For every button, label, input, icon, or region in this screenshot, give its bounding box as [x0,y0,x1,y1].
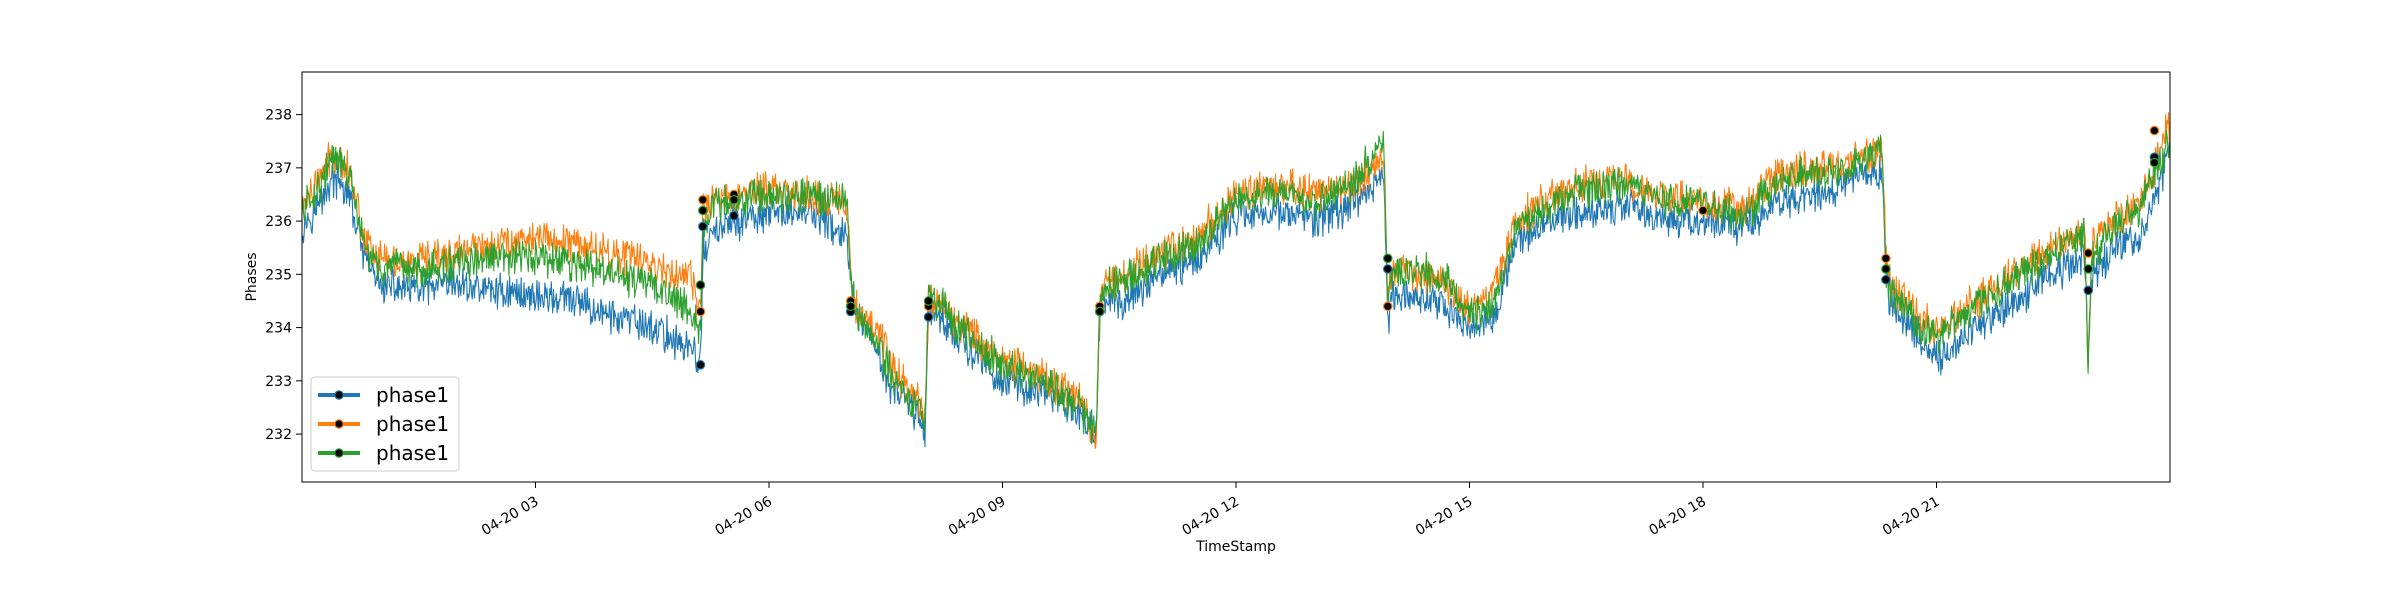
y-axis: 232 233 234 235 236 237 238 [265,108,302,443]
gap-marker-2-2 [699,196,707,204]
x-tick-label-2: 04-20 06 [712,494,775,539]
x-tick-label-6: 04-20 18 [1646,494,1709,539]
y-tick-label-3: 234 [265,321,292,337]
gap-marker-3-7 [1384,254,1392,262]
y-tick-label-7: 238 [265,108,292,124]
gap-marker-1-2 [699,222,707,230]
x-axis: 04-20 03 04-20 06 04-20 09 04-20 12 04-20 15… [479,482,1943,539]
gap-marker-2-8 [1699,206,1707,214]
gap-marker-2-11 [2150,126,2158,134]
legend-marker-1 [335,391,343,399]
legend-marker-3 [335,449,343,457]
gap-marker-3-2 [699,206,707,214]
legend: phase1 phase1 phase1 [311,377,459,471]
legend-label-3: phase1 [376,441,449,465]
gap-marker-3-10 [2150,158,2158,166]
gap-marker-3-3 [730,196,738,204]
y-tick-label-4: 235 [265,267,292,283]
legend-entries: phase1 phase1 phase1 [318,383,449,465]
gap-marker-2-9 [1882,254,1890,262]
gap-marker-3-8 [1882,265,1890,273]
gap-marker-1-1 [696,361,704,369]
y-tick-label-6: 237 [265,161,292,177]
gap-marker-3-4 [847,302,855,310]
gap-marker-1-5 [924,313,932,321]
gap-marker-1-8 [1882,275,1890,283]
gap-marker-2-7 [1384,302,1392,310]
x-tick-label-3: 04-20 09 [946,494,1009,539]
y-tick-label-5: 236 [265,214,292,230]
gap-marker-2-1 [696,307,704,315]
x-tick-label-4: 04-20 12 [1179,494,1242,539]
gap-marker-2-10 [2084,249,2092,257]
plot-area [302,72,2170,482]
x-tick-label-1: 04-20 03 [479,494,542,539]
x-tick-label-5: 04-20 15 [1413,494,1476,539]
gap-marker-3-5 [924,297,932,305]
y-tick-label-2: 233 [265,374,292,390]
y-axis-label: Phases [244,252,260,301]
gap-marker-3-1 [696,281,704,289]
gap-marker-1-9 [2084,286,2092,294]
legend-label-1: phase1 [376,383,449,407]
x-tick-label-7: 04-20 21 [1880,494,1943,539]
legend-marker-2 [335,420,343,428]
gap-marker-3-9 [2084,265,2092,273]
gap-marker-1-7 [1384,265,1392,273]
x-axis-label: TimeStamp [1195,539,1276,555]
gap-marker-3-6 [1096,307,1104,315]
y-tick-label-1: 232 [265,427,292,443]
gap-marker-1-3 [730,212,738,220]
legend-label-2: phase1 [376,412,449,436]
